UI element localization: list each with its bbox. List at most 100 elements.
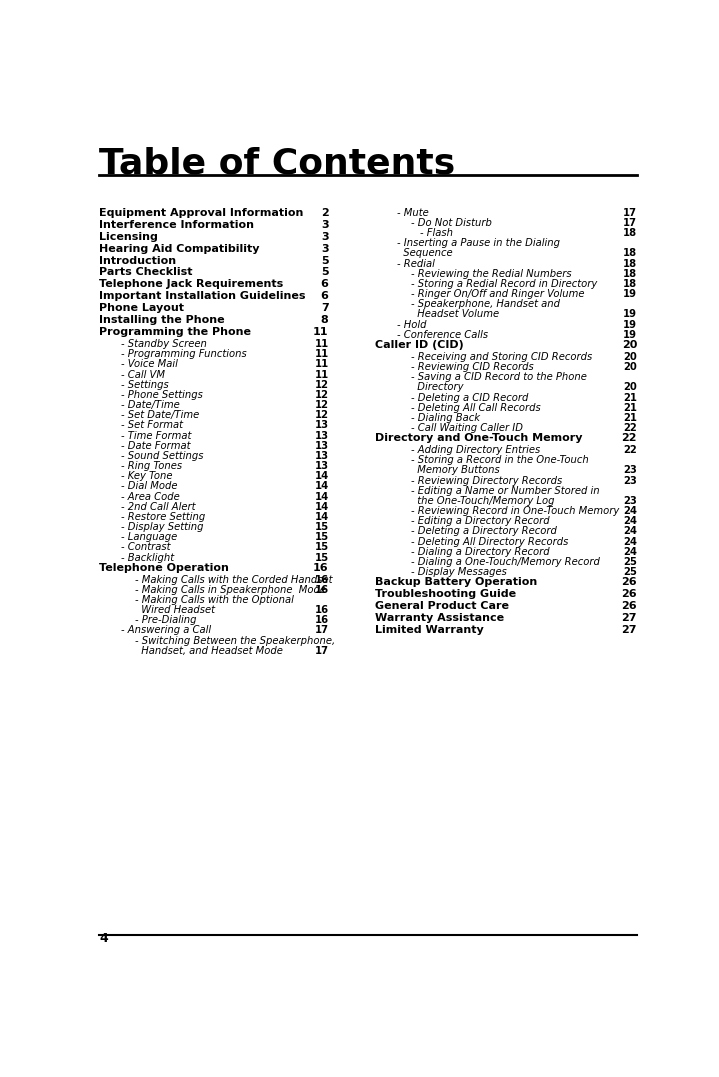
Text: - Ringer On/Off and Ringer Volume: - Ringer On/Off and Ringer Volume bbox=[411, 289, 585, 299]
Text: 20: 20 bbox=[622, 340, 637, 350]
Text: Caller ID (CID): Caller ID (CID) bbox=[375, 340, 464, 350]
Text: 19: 19 bbox=[623, 320, 637, 330]
Text: - Switching Between the Speakerphone,: - Switching Between the Speakerphone, bbox=[135, 635, 335, 645]
Text: Warranty Assistance: Warranty Assistance bbox=[375, 613, 504, 623]
Text: 6: 6 bbox=[321, 291, 329, 302]
Text: Important Installation Guidelines: Important Installation Guidelines bbox=[99, 291, 306, 302]
Text: - Redial: - Redial bbox=[397, 258, 435, 268]
Text: - Phone Settings: - Phone Settings bbox=[121, 390, 203, 400]
Text: - Pre-Dialing: - Pre-Dialing bbox=[135, 615, 196, 626]
Text: - Reviewing CID Records: - Reviewing CID Records bbox=[411, 362, 533, 372]
Text: Limited Warranty: Limited Warranty bbox=[375, 625, 484, 635]
Text: 5: 5 bbox=[321, 267, 329, 278]
Text: 3: 3 bbox=[321, 243, 329, 253]
Text: 18: 18 bbox=[623, 228, 637, 238]
Text: - Editing a Directory Record: - Editing a Directory Record bbox=[411, 516, 549, 527]
Text: - Call Waiting Caller ID: - Call Waiting Caller ID bbox=[411, 423, 523, 433]
Text: 11: 11 bbox=[314, 360, 329, 369]
Text: - Key Tone: - Key Tone bbox=[121, 472, 173, 481]
Text: Phone Layout: Phone Layout bbox=[99, 304, 184, 313]
Text: 16: 16 bbox=[313, 562, 329, 573]
Text: Parts Checklist: Parts Checklist bbox=[99, 267, 193, 278]
Text: - Backlight: - Backlight bbox=[121, 553, 174, 562]
Text: 17: 17 bbox=[623, 218, 637, 228]
Text: - Language: - Language bbox=[121, 532, 177, 542]
Text: - Display Setting: - Display Setting bbox=[121, 522, 203, 532]
Text: 27: 27 bbox=[621, 613, 637, 623]
Text: - Time Format: - Time Format bbox=[121, 431, 191, 440]
Text: - Call VM: - Call VM bbox=[121, 369, 165, 379]
Text: 24: 24 bbox=[623, 547, 637, 557]
Text: 25: 25 bbox=[623, 557, 637, 567]
Text: - Date Format: - Date Format bbox=[121, 440, 191, 450]
Text: Wired Headset: Wired Headset bbox=[135, 605, 215, 615]
Text: 13: 13 bbox=[315, 431, 329, 440]
Text: 2: 2 bbox=[321, 208, 329, 218]
Text: - Voice Mail: - Voice Mail bbox=[121, 360, 178, 369]
Text: - Settings: - Settings bbox=[121, 380, 169, 390]
Text: - Deleting All Call Records: - Deleting All Call Records bbox=[411, 403, 541, 412]
Text: - Making Calls with the Corded Handset: - Making Calls with the Corded Handset bbox=[135, 575, 332, 585]
Text: 16: 16 bbox=[314, 605, 329, 615]
Text: 6: 6 bbox=[321, 279, 329, 290]
Text: Installing the Phone: Installing the Phone bbox=[99, 316, 225, 325]
Text: Memory Buttons: Memory Buttons bbox=[411, 465, 500, 475]
Text: 13: 13 bbox=[315, 420, 329, 431]
Text: - Restore Setting: - Restore Setting bbox=[121, 512, 205, 522]
Text: 14: 14 bbox=[314, 491, 329, 502]
Text: 26: 26 bbox=[621, 577, 637, 587]
Text: - Making Calls with the Optional: - Making Calls with the Optional bbox=[135, 595, 293, 605]
Text: 27: 27 bbox=[621, 625, 637, 635]
Text: 18: 18 bbox=[623, 258, 637, 268]
Text: 16: 16 bbox=[314, 615, 329, 626]
Text: Directory and One-Touch Memory: Directory and One-Touch Memory bbox=[375, 433, 582, 443]
Text: 7: 7 bbox=[321, 304, 329, 313]
Text: - Deleting a CID Record: - Deleting a CID Record bbox=[411, 392, 528, 403]
Text: - Speakerphone, Handset and: - Speakerphone, Handset and bbox=[411, 299, 559, 309]
Text: 15: 15 bbox=[314, 522, 329, 532]
Text: 8: 8 bbox=[321, 316, 329, 325]
Text: Table of Contents: Table of Contents bbox=[99, 146, 455, 180]
Text: Introduction: Introduction bbox=[99, 255, 176, 266]
Text: - Standby Screen: - Standby Screen bbox=[121, 339, 207, 349]
Text: 21: 21 bbox=[623, 403, 637, 412]
Text: - Receiving and Storing CID Records: - Receiving and Storing CID Records bbox=[411, 352, 592, 362]
Text: 24: 24 bbox=[623, 527, 637, 536]
Text: - Storing a Redial Record in Directory: - Storing a Redial Record in Directory bbox=[411, 279, 597, 289]
Text: 4: 4 bbox=[99, 932, 108, 945]
Text: 23: 23 bbox=[623, 465, 637, 475]
Text: 15: 15 bbox=[314, 543, 329, 553]
Text: 23: 23 bbox=[623, 476, 637, 486]
Text: - Making Calls in Speakerphone  Mode: - Making Calls in Speakerphone Mode bbox=[135, 585, 326, 595]
Text: 12: 12 bbox=[315, 390, 329, 400]
Text: Sequence: Sequence bbox=[397, 249, 452, 258]
Text: 5: 5 bbox=[321, 255, 329, 266]
Text: - Answering a Call: - Answering a Call bbox=[121, 626, 211, 635]
Text: 24: 24 bbox=[623, 506, 637, 516]
Text: 14: 14 bbox=[314, 502, 329, 512]
Text: 18: 18 bbox=[623, 279, 637, 289]
Text: - Set Date/Time: - Set Date/Time bbox=[121, 410, 199, 420]
Text: Handset, and Headset Mode: Handset, and Headset Mode bbox=[135, 646, 283, 656]
Text: 19: 19 bbox=[623, 289, 637, 299]
Text: - Conference Calls: - Conference Calls bbox=[397, 330, 488, 339]
Text: 16: 16 bbox=[314, 585, 329, 595]
Text: - Sound Settings: - Sound Settings bbox=[121, 451, 203, 461]
Text: - Area Code: - Area Code bbox=[121, 491, 180, 502]
Text: 12: 12 bbox=[315, 410, 329, 420]
Text: - Reviewing Directory Records: - Reviewing Directory Records bbox=[411, 476, 562, 486]
Text: 19: 19 bbox=[623, 309, 637, 320]
Text: General Product Care: General Product Care bbox=[375, 601, 509, 611]
Text: 21: 21 bbox=[623, 412, 637, 423]
Text: 19: 19 bbox=[623, 330, 637, 339]
Text: 22: 22 bbox=[623, 423, 637, 433]
Text: 18: 18 bbox=[623, 269, 637, 279]
Text: 18: 18 bbox=[623, 249, 637, 258]
Text: 24: 24 bbox=[623, 536, 637, 546]
Text: 11: 11 bbox=[314, 339, 329, 349]
Text: 23: 23 bbox=[623, 495, 637, 506]
Text: Troubleshooting Guide: Troubleshooting Guide bbox=[375, 589, 516, 599]
Text: - Set Format: - Set Format bbox=[121, 420, 183, 431]
Text: - 2nd Call Alert: - 2nd Call Alert bbox=[121, 502, 196, 512]
Text: - Ring Tones: - Ring Tones bbox=[121, 461, 182, 471]
